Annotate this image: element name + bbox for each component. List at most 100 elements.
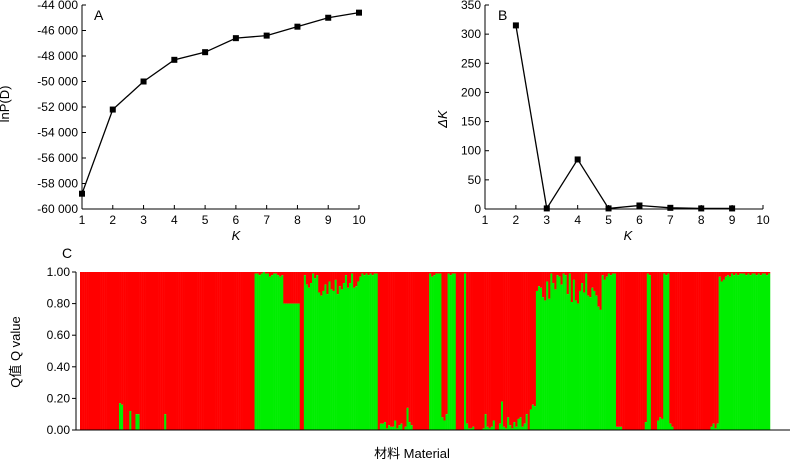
panel-c-bar-cluster-1 — [443, 272, 446, 421]
panel-c-bar-cluster-1 — [652, 272, 656, 430]
panel-c-bar-cluster-1 — [242, 272, 245, 430]
panel-c-bar-cluster-1 — [677, 272, 680, 430]
panel-c-bar-cluster-1 — [533, 272, 537, 407]
panel-c-bar-cluster-1 — [689, 272, 693, 430]
panel-c-bar-cluster-2 — [349, 283, 352, 430]
panel-c-bar-cluster-1 — [396, 272, 399, 429]
panel-c-bar-cluster-2 — [767, 273, 771, 430]
panel-c-bar-cluster-2 — [533, 406, 537, 430]
panel-c-bar-cluster-1 — [558, 272, 561, 277]
panel-c-bar-cluster-1 — [219, 272, 222, 430]
panel-c-bar-cluster-1 — [673, 272, 676, 430]
panel-c-bar-cluster-2 — [509, 425, 512, 430]
panel-c-bar-cluster-1 — [410, 272, 413, 426]
panel-c-bar-cluster-1 — [420, 272, 424, 430]
panel-c-bar-cluster-2 — [615, 426, 619, 430]
panel-b-y-tick-label: 200 — [461, 85, 481, 99]
panel-c-bar-cluster-2 — [289, 303, 292, 430]
panel-c-bar-cluster-2 — [603, 279, 606, 430]
panel-c-bar-cluster-1 — [457, 272, 461, 430]
panel-c-bar-cluster-1 — [667, 272, 670, 274]
panel-c-bar-cluster-2 — [714, 428, 717, 430]
panel-c-bar-cluster-1 — [751, 272, 754, 274]
panel-c-bar-cluster-2 — [710, 426, 713, 430]
panel-c-bar-cluster-1 — [449, 272, 452, 276]
panel-c-bar-cluster-2 — [281, 275, 284, 430]
panel-c-bar-cluster-1 — [223, 272, 227, 430]
panel-c-bar-cluster-1 — [334, 272, 337, 280]
panel-c-bar-cluster-2 — [525, 414, 528, 430]
panel-c-bar-cluster-1 — [215, 272, 218, 430]
panel-c-bar-cluster-1 — [574, 272, 578, 301]
panel-c-bar-cluster-2 — [445, 414, 448, 430]
panel-c-bar-cluster-1 — [607, 272, 611, 274]
panel-c-bar-cluster-2 — [529, 409, 533, 430]
panel-c-bar-cluster-2 — [517, 418, 520, 430]
panel-c-bar-cluster-1 — [722, 272, 726, 280]
panel-c-bar-cluster-1 — [394, 272, 397, 421]
panel-c-bar-cluster-1 — [139, 272, 142, 430]
panel-b-data-point — [636, 202, 643, 209]
panel-c-bar-cluster-2 — [283, 303, 286, 430]
panel-c-bar-cluster-1 — [714, 272, 717, 429]
panel-c-bar-cluster-1 — [305, 272, 309, 285]
panel-c-bar-cluster-2 — [593, 290, 596, 430]
panel-b-data-point — [667, 204, 674, 211]
panel-c-bar-cluster-1 — [213, 272, 216, 430]
panel-c-bar-cluster-2 — [730, 273, 734, 430]
panel-c-bar-cluster-1 — [186, 272, 190, 430]
panel-c-bar-cluster-1 — [158, 272, 161, 430]
panel-a-x-tick-label: 7 — [263, 213, 270, 227]
panel-c-bar-cluster-1 — [135, 272, 138, 415]
panel-c-bar-cluster-1 — [250, 272, 253, 430]
panel-c-bar-cluster-2 — [121, 404, 124, 430]
panel-c-bar-cluster-1 — [351, 272, 354, 274]
panel-c-bar-cluster-1 — [609, 272, 613, 276]
panel-c-bar-cluster-2 — [400, 423, 403, 430]
panel-c-bar-cluster-1 — [203, 272, 206, 430]
panel-c-bar-cluster-2 — [601, 275, 604, 430]
panel-c-bar-cluster-2 — [394, 420, 397, 430]
panel-c-bar-cluster-1 — [712, 272, 715, 424]
panel-c-bar-cluster-1 — [741, 272, 744, 274]
panel-c-bar-cluster-1 — [416, 272, 420, 430]
panel-c-bar-cluster-1 — [529, 272, 533, 410]
panel-c-bar-cluster-2 — [320, 295, 323, 430]
panel-b-data-point — [512, 22, 519, 29]
panel-c-bar-cluster-1 — [694, 272, 697, 430]
panel-c-bar-cluster-2 — [482, 428, 485, 430]
panel-c-bar-cluster-2 — [671, 426, 674, 430]
panel-c-bar-cluster-1 — [182, 272, 185, 430]
panel-c-bar-cluster-1 — [357, 272, 360, 282]
panel-c-bar-cluster-1 — [464, 272, 467, 274]
panel-c-bar-cluster-1 — [359, 272, 362, 277]
panel-c-bar-cluster-1 — [402, 272, 405, 430]
panel-c-bar-cluster-1 — [587, 272, 590, 296]
panel-c-bar-cluster-1 — [765, 272, 769, 276]
panel-c-y-tick-label: 0.00 — [47, 423, 71, 437]
panel-c-bar-cluster-1 — [275, 272, 278, 274]
panel-c-bar-cluster-2 — [661, 418, 664, 430]
panel-c-bar-cluster-1 — [570, 272, 574, 303]
panel-c-bar-cluster-2 — [544, 300, 547, 430]
panel-c-bar-cluster-2 — [500, 401, 504, 430]
panel-c-bar-cluster-2 — [451, 273, 454, 430]
panel-c-bar-cluster-1 — [307, 272, 311, 288]
panel-c-bar-cluster-1 — [710, 272, 713, 427]
panel-c-bar-cluster-1 — [102, 272, 105, 430]
panel-c-bar-cluster-1 — [236, 272, 239, 430]
panel-c-bar-cluster-1 — [665, 272, 668, 276]
panel-c-bar-cluster-1 — [217, 272, 220, 430]
panel-c-bar-cluster-1 — [490, 272, 494, 427]
panel-a-data-point — [325, 14, 332, 21]
panel-c-bar-cluster-1 — [174, 272, 177, 430]
panel-c-bar-cluster-1 — [482, 272, 485, 429]
panel-b-label: B — [498, 7, 507, 23]
panel-c-bar-cluster-1 — [246, 272, 249, 430]
panel-c-bar-cluster-1 — [747, 272, 750, 274]
panel-c-bar-cluster-2 — [515, 426, 518, 430]
panel-c-bar-cluster-2 — [735, 273, 738, 430]
panel-c-bar-cluster-1 — [761, 272, 765, 274]
panel-b-y-axis-label: ΔK — [435, 109, 450, 129]
panel-c-bar-cluster-2 — [562, 273, 565, 430]
